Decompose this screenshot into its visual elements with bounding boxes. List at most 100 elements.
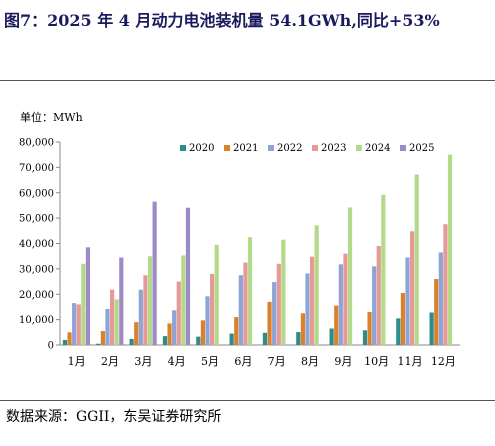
legend-swatch-2023 xyxy=(312,145,318,151)
bar-2022-5 xyxy=(205,296,210,345)
figure-title: 图7：2025 年 4 月动力电池装机量 54.1GWh,同比+53% xyxy=(4,11,440,30)
bar-2023-11 xyxy=(410,231,415,345)
bar-2021-2 xyxy=(100,331,105,345)
bar-2022-2 xyxy=(105,308,110,345)
bar-2020-7 xyxy=(262,332,268,345)
bar-2022-11 xyxy=(405,257,410,345)
bar-2025-4 xyxy=(185,207,191,345)
bar-2022-1 xyxy=(72,303,77,345)
legend-label-2025: 2025 xyxy=(409,143,434,154)
x-tick-label: 11月 xyxy=(398,355,423,368)
source-note: 数据来源：GGII，东吴证券研究所 xyxy=(6,409,222,425)
bar-2024-11 xyxy=(414,174,419,345)
bar-2023-1 xyxy=(76,304,81,345)
bar-2021-3 xyxy=(134,322,139,345)
x-tick-label: 7月 xyxy=(268,355,286,368)
bar-2021-8 xyxy=(300,313,305,345)
y-tick-label: 30,000 xyxy=(19,264,54,275)
bar-2023-5 xyxy=(210,273,215,345)
bar-chart: 单位：MWh 0 10,000 20,000 30,000 40,000 50,000 60,… xyxy=(19,110,460,368)
bar-2023-10 xyxy=(376,246,381,345)
legend-label-2024: 2024 xyxy=(365,143,390,154)
y-tick-label: 70,000 xyxy=(19,163,54,174)
y-tick-label: 50,000 xyxy=(19,214,54,225)
legend-label-2023: 2023 xyxy=(321,143,346,154)
bar-2020-9 xyxy=(329,328,334,345)
bar-2024-3 xyxy=(147,256,153,345)
bar-2021-7 xyxy=(267,301,272,345)
bar-2021-6 xyxy=(234,317,239,345)
bar-2020-3 xyxy=(129,338,134,345)
bar-2023-12 xyxy=(443,224,448,345)
x-tick-label: 5月 xyxy=(201,355,219,368)
bar-2022-8 xyxy=(305,273,310,345)
y-axis-label: 单位：MWh xyxy=(20,110,83,124)
y-tick-label: 10,000 xyxy=(19,315,54,326)
top-divider xyxy=(0,80,495,81)
legend-swatch-2024 xyxy=(356,145,362,151)
x-tick-label: 9月 xyxy=(334,355,352,368)
bar-2021-11 xyxy=(400,292,405,345)
x-tick-label: 4月 xyxy=(168,355,186,368)
bar-2021-9 xyxy=(334,305,339,345)
bar-2024-12 xyxy=(447,154,453,345)
legend-label-2021: 2021 xyxy=(233,143,258,154)
bar-2025-2 xyxy=(119,257,124,345)
y-tick-label: 20,000 xyxy=(19,290,54,301)
bar-2022-12 xyxy=(438,252,443,345)
bar-2023-8 xyxy=(310,256,315,345)
bar-2024-6 xyxy=(247,237,253,345)
bar-2020-1 xyxy=(62,339,68,345)
bar-2024-1 xyxy=(81,263,86,345)
bar-2021-1 xyxy=(67,332,72,345)
y-tick-label: 0 xyxy=(48,341,54,352)
bar-2021-4 xyxy=(167,323,172,345)
legend-swatch-2020 xyxy=(180,145,186,151)
bar-2020-2 xyxy=(96,343,101,345)
bar-2025-1 xyxy=(85,247,91,345)
legend-swatch-2025 xyxy=(400,145,406,151)
bar-2022-3 xyxy=(138,289,143,345)
bar-2021-5 xyxy=(200,320,205,345)
bar-2025-3 xyxy=(152,201,157,345)
bar-2024-10 xyxy=(381,194,386,345)
bar-2024-4 xyxy=(181,255,186,345)
x-tick-label: 10月 xyxy=(364,355,389,368)
bar-2023-9 xyxy=(343,253,348,345)
legend-swatch-2021 xyxy=(224,145,230,151)
bar-2024-9 xyxy=(347,207,353,345)
bar-2020-8 xyxy=(296,332,301,345)
bar-2021-10 xyxy=(367,312,372,345)
bar-2024-2 xyxy=(114,299,119,345)
bar-2024-7 xyxy=(281,239,286,345)
x-tick-label: 3月 xyxy=(134,355,152,368)
legend-label-2020: 2020 xyxy=(189,143,214,154)
bar-2023-4 xyxy=(176,281,181,345)
bar-2021-12 xyxy=(434,279,439,345)
bar-2022-6 xyxy=(238,275,243,345)
x-tick-label: 2月 xyxy=(101,355,119,368)
bar-2022-10 xyxy=(372,266,377,345)
bar-2024-5 xyxy=(214,244,219,345)
bottom-divider xyxy=(0,400,495,401)
bar-2020-4 xyxy=(162,336,168,345)
bar-2020-10 xyxy=(362,330,368,345)
x-tick-label: 1月 xyxy=(68,355,86,368)
y-tick-label: 80,000 xyxy=(19,138,54,149)
bar-2023-2 xyxy=(110,289,115,345)
bar-2023-7 xyxy=(276,263,281,345)
x-tick-label: 12月 xyxy=(431,355,456,368)
bar-2023-3 xyxy=(143,275,148,345)
x-tick-label: 8月 xyxy=(301,355,319,368)
bar-2023-6 xyxy=(243,262,248,345)
x-tick-label: 6月 xyxy=(234,355,252,368)
legend-swatch-2022 xyxy=(268,145,274,151)
bar-2022-9 xyxy=(338,264,343,345)
bar-2020-11 xyxy=(396,318,401,345)
bar-2020-12 xyxy=(429,312,434,345)
y-tick-label: 60,000 xyxy=(19,188,54,199)
bar-2022-7 xyxy=(272,282,277,345)
bar-2020-5 xyxy=(196,336,201,345)
bar-2020-6 xyxy=(229,333,234,345)
y-tick-label: 40,000 xyxy=(19,239,54,250)
